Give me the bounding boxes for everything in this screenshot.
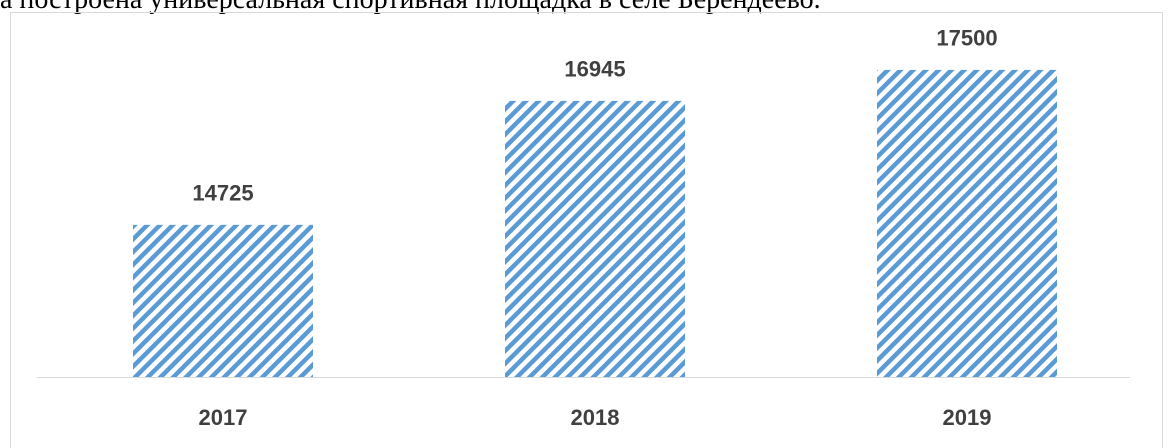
data-label: 17500 — [936, 26, 997, 51]
x-tick-label: 2019 — [943, 405, 992, 430]
x-tick-label: 2017 — [199, 405, 248, 430]
bar — [133, 224, 313, 377]
bar — [505, 100, 685, 377]
data-label: 14725 — [192, 181, 253, 206]
chart-border — [10, 12, 1163, 448]
data-label: 16945 — [564, 57, 625, 82]
x-tick-label: 2018 — [571, 405, 620, 430]
document-text: а построена универсальная спортивная пло… — [0, 0, 821, 16]
bar — [877, 69, 1057, 378]
